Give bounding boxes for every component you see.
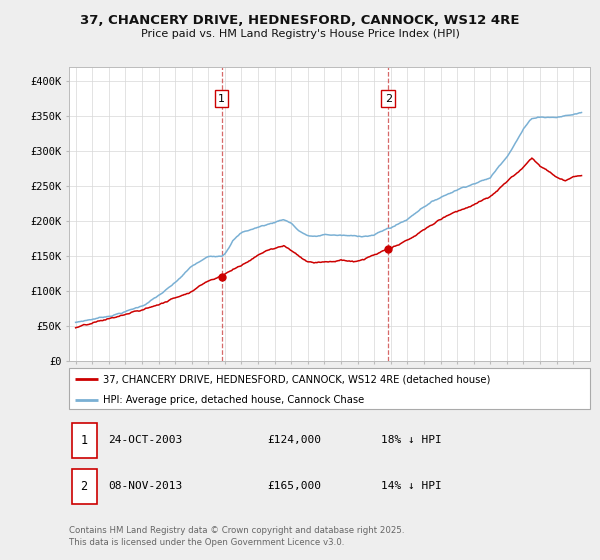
Text: £165,000: £165,000 bbox=[267, 482, 321, 492]
Text: 08-NOV-2013: 08-NOV-2013 bbox=[108, 482, 182, 492]
Text: 1: 1 bbox=[218, 94, 225, 104]
Text: 24-OCT-2003: 24-OCT-2003 bbox=[108, 435, 182, 445]
Text: 37, CHANCERY DRIVE, HEDNESFORD, CANNOCK, WS12 4RE: 37, CHANCERY DRIVE, HEDNESFORD, CANNOCK,… bbox=[80, 14, 520, 27]
Text: £124,000: £124,000 bbox=[267, 435, 321, 445]
FancyBboxPatch shape bbox=[71, 469, 97, 504]
Text: 14% ↓ HPI: 14% ↓ HPI bbox=[382, 482, 442, 492]
Text: 2: 2 bbox=[385, 94, 392, 104]
Text: 2: 2 bbox=[80, 480, 88, 493]
Text: Contains HM Land Registry data © Crown copyright and database right 2025.: Contains HM Land Registry data © Crown c… bbox=[69, 526, 404, 535]
Text: 1: 1 bbox=[80, 434, 88, 447]
Text: Price paid vs. HM Land Registry's House Price Index (HPI): Price paid vs. HM Land Registry's House … bbox=[140, 29, 460, 39]
Text: 37, CHANCERY DRIVE, HEDNESFORD, CANNOCK, WS12 4RE (detached house): 37, CHANCERY DRIVE, HEDNESFORD, CANNOCK,… bbox=[103, 375, 490, 384]
FancyBboxPatch shape bbox=[71, 423, 97, 458]
Text: HPI: Average price, detached house, Cannock Chase: HPI: Average price, detached house, Cann… bbox=[103, 395, 364, 404]
FancyBboxPatch shape bbox=[69, 368, 590, 409]
Text: 18% ↓ HPI: 18% ↓ HPI bbox=[382, 435, 442, 445]
Text: This data is licensed under the Open Government Licence v3.0.: This data is licensed under the Open Gov… bbox=[69, 538, 344, 547]
